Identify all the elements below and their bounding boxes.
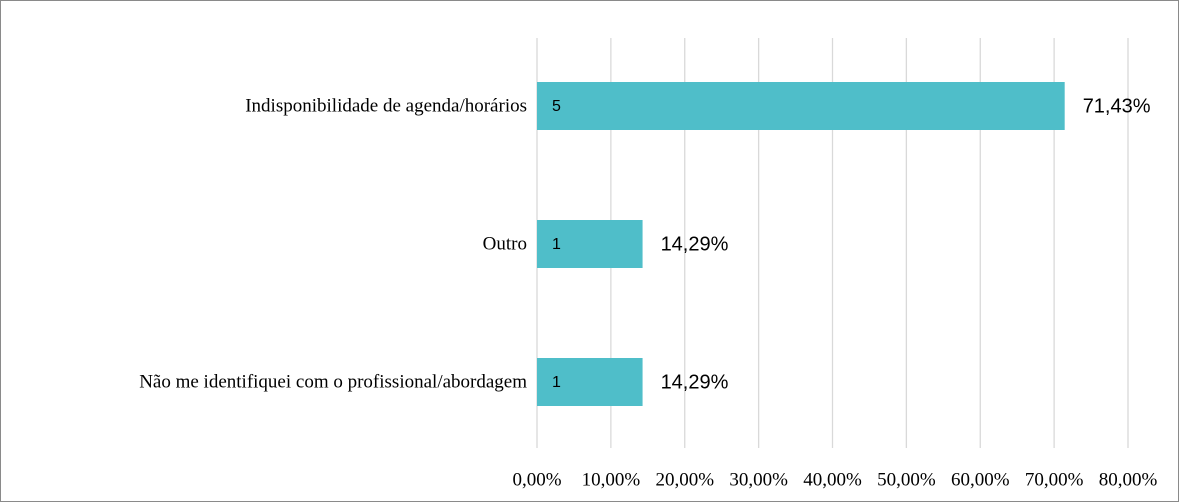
x-tick-label: 60,00% — [951, 469, 1010, 490]
x-tick-label: 10,00% — [582, 469, 641, 490]
x-tick-label: 30,00% — [729, 469, 788, 490]
category-label: Outro — [483, 233, 527, 254]
x-tick-label: 80,00% — [1099, 469, 1158, 490]
category-label: Indisponibilidade de agenda/horários — [245, 95, 527, 116]
count-label: 1 — [552, 236, 561, 253]
x-tick-label: 40,00% — [803, 469, 862, 490]
x-tick-label: 20,00% — [655, 469, 714, 490]
value-label: 14,29% — [661, 371, 729, 393]
bar — [537, 220, 643, 268]
category-label: Não me identifiquei com o profissional/a… — [139, 371, 527, 392]
value-label: 14,29% — [661, 233, 729, 255]
value-label: 71,43% — [1083, 95, 1151, 117]
bar — [537, 358, 643, 406]
count-label: 5 — [552, 98, 561, 115]
x-tick-label: 50,00% — [877, 469, 936, 490]
bar — [537, 82, 1065, 130]
count-label: 1 — [552, 374, 561, 391]
x-tick-label: 0,00% — [512, 469, 561, 490]
x-tick-label: 70,00% — [1025, 469, 1084, 490]
